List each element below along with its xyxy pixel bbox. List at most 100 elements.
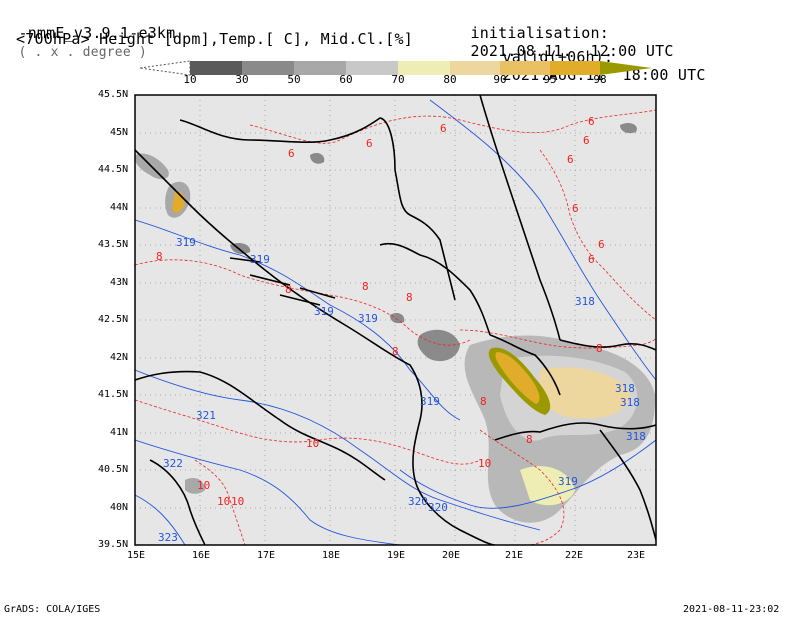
lat-label-39-5n: 39.5N <box>98 539 129 550</box>
colorbar-swatch-95 <box>550 61 600 75</box>
height-label-319-e: 319 <box>420 395 440 408</box>
height-label-318-b: 318 <box>615 382 635 395</box>
height-contour-321 <box>135 369 541 531</box>
lat-label-45-5n: 45.5N <box>98 89 129 100</box>
colorbar-low-arrow <box>139 60 191 76</box>
colorbar-swatch-70 <box>398 61 450 75</box>
colorbar-label-95: 95 <box>543 73 557 86</box>
temp-label-8-b: 8 <box>285 283 292 296</box>
height-label-319-b: 319 <box>250 253 270 266</box>
lon-label-23e: 23E <box>627 550 646 561</box>
model-name: -nmmE_v3.9.1-e3km <box>18 24 176 42</box>
temp-label-8-h: 8 <box>596 342 603 355</box>
dalmatian-islands <box>229 257 336 306</box>
lat-label-41n: 41N <box>110 427 129 438</box>
model-title: -nmmE_v3.9.1-e3km ( . x . degree ) <box>0 6 175 60</box>
temp-label-10-c: 10 <box>197 479 210 492</box>
height-label-319-d: 319 <box>358 312 378 325</box>
cloud-patch-1 <box>310 152 325 164</box>
colorbar-label-80: 80 <box>443 73 457 86</box>
temp-label-6-b: 6 <box>366 137 373 150</box>
temp-label-8-d: 8 <box>406 291 413 304</box>
colorbar-high-arrow <box>600 61 652 75</box>
footer-timestamp: 2021-08-11-23:02 <box>683 604 780 615</box>
temp-label-8-a: 8 <box>156 250 163 263</box>
temp-contour-8-east <box>459 329 656 349</box>
height-label-319-a: 319 <box>176 236 196 249</box>
colorbar-swatch-90 <box>500 61 550 75</box>
colorbar-swatch-50 <box>294 61 346 75</box>
colorbar-label-60: 60 <box>339 73 353 86</box>
init-value: 2021.08.11. 12:00 UTC <box>470 42 674 60</box>
temp-label-6-g: 6 <box>572 202 579 215</box>
lat-label-41-5n: 41.5N <box>98 389 129 400</box>
height-label-320-b: 320 <box>428 501 448 514</box>
height-label-321: 321 <box>196 409 216 422</box>
colorbar-label-50: 50 <box>287 73 301 86</box>
lon-label-18e: 18E <box>322 550 341 561</box>
cloud-patch-2 <box>620 122 637 134</box>
lon-label-22e: 22E <box>565 550 584 561</box>
temp-contour-10-south <box>194 459 246 545</box>
temp-label-6-a: 6 <box>288 147 295 160</box>
height-contours <box>135 99 656 545</box>
lat-label-40n: 40N <box>110 502 129 513</box>
height-label-319-c: 319 <box>314 305 334 318</box>
lon-label-16e: 16E <box>192 550 211 561</box>
colorbar-label-98: 98 <box>593 73 607 86</box>
height-label-320-a: 320 <box>408 495 428 508</box>
border-bulgaria <box>559 339 656 351</box>
lat-label-44n: 44N <box>110 202 129 213</box>
temp-label-6-d: 6 <box>588 115 595 128</box>
cloud-region-albania <box>417 329 460 362</box>
height-contour-320 <box>399 439 656 509</box>
height-contour-319 <box>135 219 461 421</box>
coastline-italy <box>135 370 386 481</box>
border-serbia <box>379 242 491 336</box>
temp-label-6-e: 6 <box>583 134 590 147</box>
cloud-region-greece-high <box>540 367 630 419</box>
cloud-region-calabria <box>185 478 205 494</box>
height-label-318-d: 318 <box>626 430 646 443</box>
border-macedonia <box>489 334 561 396</box>
temp-contour-10 <box>135 399 481 465</box>
height-contour-322 <box>135 439 401 545</box>
border-greece-north <box>494 422 656 441</box>
height-label-318-a: 318 <box>575 295 595 308</box>
lon-label-20e: 20E <box>442 550 461 561</box>
temp-label-8-g: 8 <box>526 433 533 446</box>
height-label-323: 323 <box>158 531 178 544</box>
lat-label-43-5n: 43.5N <box>98 239 129 250</box>
footer-credit: GrADS: COLA/IGES <box>4 604 101 615</box>
coastline-calabria <box>149 459 206 545</box>
colorbar-swatch-10 <box>190 61 242 75</box>
fields-description: <700hPa> Height [dpm],Temp.[ C], Mid.Cl.… <box>16 30 413 48</box>
init-time: initialisation: 2021.08.11. 12:00 UTC <box>452 6 674 60</box>
lon-label-15e: 15E <box>127 550 146 561</box>
lat-label-42n: 42N <box>110 352 129 363</box>
temp-label-6-h: 6 <box>598 238 605 251</box>
temp-label-6-i: 6 <box>588 253 595 266</box>
height-contour-323 <box>135 494 186 545</box>
colorbar-label-90: 90 <box>493 73 507 86</box>
cloud-patch-4 <box>390 312 405 324</box>
colorbar-label-30: 30 <box>235 73 249 86</box>
height-contour-318 <box>429 99 656 381</box>
temp-label-10-a: 10 <box>306 437 319 450</box>
lon-label-19e: 19E <box>387 550 406 561</box>
temp-label-10-e: 10 <box>231 495 244 508</box>
lat-label-43n: 43N <box>110 277 129 288</box>
map-frame <box>134 94 657 546</box>
height-contour-labels: 319 319 319 319 319 318 318 318 318 321 … <box>158 236 646 544</box>
temp-label-6-f: 6 <box>567 153 574 166</box>
temp-contour-6-north <box>249 109 656 144</box>
temperature-contours <box>135 109 656 545</box>
colorbar-swatch-80 <box>450 61 500 75</box>
lat-label-42-5n: 42.5N <box>98 314 129 325</box>
temp-label-6-c: 6 <box>440 122 447 135</box>
colorbar-swatch-30 <box>242 61 294 75</box>
temp-contour-6-east <box>539 149 656 321</box>
lon-label-17e: 17E <box>257 550 276 561</box>
colorbar-label-70: 70 <box>391 73 405 86</box>
temp-label-10-b: 10 <box>478 457 491 470</box>
